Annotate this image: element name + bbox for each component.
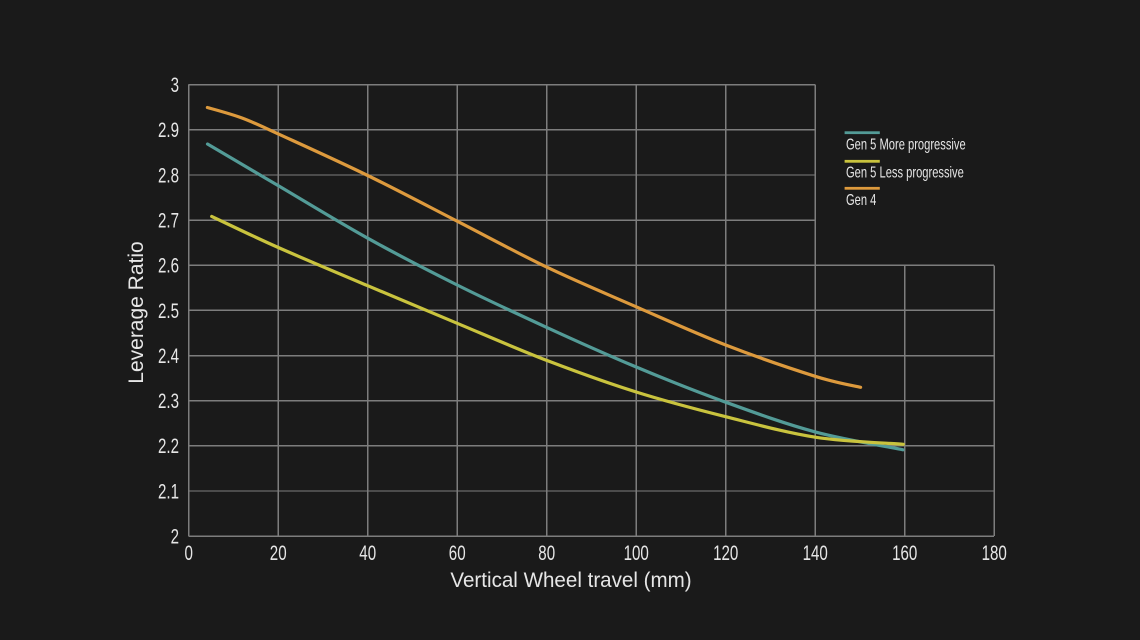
svg-text:2.5: 2.5 <box>158 298 179 322</box>
svg-text:60: 60 <box>449 541 466 565</box>
svg-text:2.4: 2.4 <box>158 343 179 367</box>
svg-text:80: 80 <box>538 541 555 565</box>
svg-text:2.3: 2.3 <box>158 389 179 413</box>
svg-text:2.7: 2.7 <box>158 208 179 232</box>
svg-text:180: 180 <box>982 541 1007 565</box>
svg-text:0: 0 <box>184 541 192 565</box>
svg-text:Gen 4: Gen 4 <box>846 191 877 208</box>
svg-text:100: 100 <box>624 541 649 565</box>
svg-text:2.9: 2.9 <box>158 118 179 142</box>
svg-text:Vertical Wheel travel (mm): Vertical Wheel travel (mm) <box>450 569 691 592</box>
svg-text:20: 20 <box>270 541 287 565</box>
svg-text:2: 2 <box>171 524 179 548</box>
svg-text:160: 160 <box>892 541 917 565</box>
svg-text:120: 120 <box>713 541 738 565</box>
svg-text:2.6: 2.6 <box>158 253 179 277</box>
svg-text:Gen 5 More progressive: Gen 5 More progressive <box>846 136 966 153</box>
svg-text:2.8: 2.8 <box>158 163 179 187</box>
svg-text:Gen 5 Less progressive: Gen 5 Less progressive <box>846 164 964 181</box>
svg-text:2.2: 2.2 <box>158 434 179 458</box>
svg-text:3: 3 <box>171 72 179 96</box>
svg-text:40: 40 <box>359 541 376 565</box>
svg-text:2.1: 2.1 <box>158 479 179 503</box>
svg-text:Leverage Ratio: Leverage Ratio <box>125 241 148 383</box>
svg-text:140: 140 <box>803 541 828 565</box>
